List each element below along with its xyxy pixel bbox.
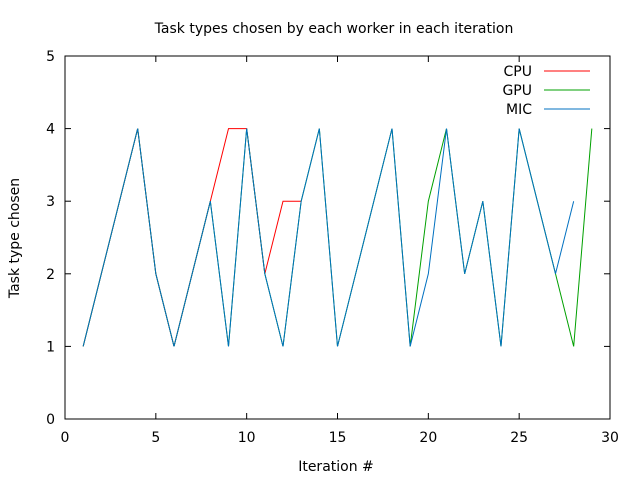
series-line-cpu: [82, 128, 302, 347]
chart-title: Task types chosen by each worker in each…: [154, 21, 514, 37]
series-lines: [82, 128, 593, 347]
x-tick-label: 25: [510, 430, 528, 446]
x-tick-label: 30: [601, 430, 619, 446]
y-tick-label: 0: [46, 412, 55, 428]
x-tick-label: 10: [238, 430, 256, 446]
legend-label-mic: MIC: [506, 102, 532, 118]
y-tick-label: 5: [46, 49, 55, 65]
x-tick-label: 5: [151, 430, 160, 446]
y-tick-label: 3: [46, 194, 55, 210]
series-line-gpu: [82, 128, 593, 347]
y-axis-label: Task type chosen: [7, 178, 23, 299]
x-axis: 0 5 10 15 20 25 30: [61, 56, 619, 446]
legend-label-gpu: GPU: [502, 83, 532, 99]
legend-label-cpu: CPU: [504, 64, 532, 80]
y-tick-label: 4: [46, 122, 55, 138]
y-axis: 0 1 2 3 4 5: [46, 49, 610, 428]
series-line-mic: [82, 128, 575, 347]
x-axis-label: Iteration #: [298, 459, 374, 475]
y-tick-label: 1: [46, 339, 55, 355]
x-tick-label: 20: [419, 430, 437, 446]
legend: CPU GPU MIC: [502, 64, 590, 118]
x-tick-label: 0: [61, 430, 70, 446]
y-tick-label: 2: [46, 267, 55, 283]
x-tick-label: 15: [329, 430, 347, 446]
